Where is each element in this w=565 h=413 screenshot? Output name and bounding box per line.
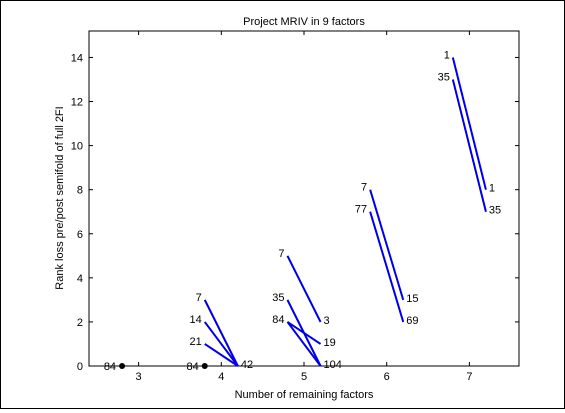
y-tick-label: 12 [71, 97, 83, 109]
axis-ticks: 3 4 5 6 7 0 2 4 6 8 10 12 14 [71, 31, 519, 383]
data-label-right: 3 [324, 315, 330, 327]
y-tick-label: 6 [77, 229, 83, 241]
y-tick-label: 0 [77, 361, 83, 373]
plot-area [88, 30, 520, 367]
y-tick-label: 2 [77, 317, 83, 329]
x-tick-label: 5 [301, 371, 307, 383]
data-label-right: 19 [324, 337, 336, 349]
series-line [204, 343, 239, 367]
y-tick-label: 8 [77, 185, 83, 197]
chart-marks: 7 42 14 21 7 3 35 84 19 104 7 15 77 69 1 1 35 35 84 84 [104, 49, 501, 373]
series-line [203, 321, 239, 367]
data-label-left: 35 [272, 292, 284, 304]
data-label-left: 77 [355, 204, 367, 216]
series-line [451, 79, 487, 212]
data-label-right: 1 [489, 183, 495, 195]
data-label-left: 14 [190, 314, 202, 326]
y-axis-label: Rank loss pre/post semifold of full 2FI [54, 106, 66, 289]
point-label: 84 [104, 361, 116, 373]
series-line [286, 255, 322, 323]
x-tick-label: 7 [466, 371, 472, 383]
data-label-right: 104 [324, 359, 342, 371]
series-line [369, 189, 405, 301]
data-label-left: 35 [438, 71, 450, 83]
data-label-right: 69 [406, 315, 418, 327]
y-tick-label: 10 [71, 141, 83, 153]
x-tick-label: 6 [384, 371, 390, 383]
data-label-right: 35 [489, 205, 501, 217]
point-label: 84 [187, 361, 199, 373]
data-label-left: 7 [196, 292, 202, 304]
series-line [286, 321, 322, 367]
series-line [203, 299, 239, 367]
data-label-left: 1 [444, 49, 450, 61]
series-line [369, 211, 405, 323]
series-line [286, 321, 322, 345]
data-label-right: 15 [406, 293, 418, 305]
data-point [201, 363, 208, 369]
chart-title: Project MRIV in 9 factors [243, 16, 365, 28]
y-tick-label: 4 [77, 273, 83, 285]
x-axis-label: Number of remaining factors [235, 389, 374, 401]
data-point [119, 363, 126, 369]
data-label-left: 7 [278, 248, 284, 260]
data-label-left: 84 [272, 314, 284, 326]
series-line [451, 57, 487, 190]
data-label-right: 42 [241, 359, 253, 371]
x-tick-label: 4 [218, 371, 224, 383]
y-tick-label: 14 [71, 52, 83, 64]
data-label-left: 7 [361, 182, 367, 194]
data-label-left: 21 [190, 336, 202, 348]
x-tick-label: 3 [136, 371, 142, 383]
